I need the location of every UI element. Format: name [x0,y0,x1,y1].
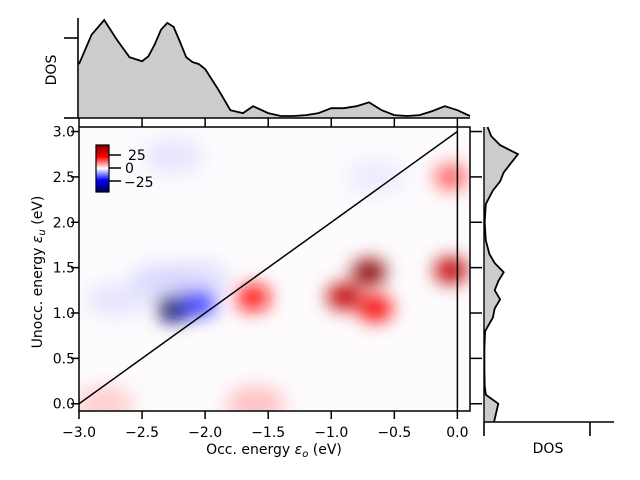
top-dos-line [78,18,471,117]
heatmap-blob [352,259,387,286]
y-tick-label: 0.0 [53,397,75,413]
y-tick-label: 3.0 [53,125,75,141]
heatmap-blob [225,385,286,411]
colorbar-gradient [95,144,110,193]
top-dos-ylabel: DOS [44,55,60,86]
colorbar-label-neg25: −25 [124,175,154,191]
x-tick-label: 0.0 [446,425,468,441]
main-heatmap-panel: −3.0 −2.5 −2.0 −1.5 −1.0 −0.5 0.0 0.0 0.5 1.0 1.5… [30,118,482,460]
colorbar: 25 0 −25 [95,144,154,193]
y-tick-label: 1.5 [53,261,75,277]
right-dos-xlabel: DOS [533,441,564,457]
x-tick-label: −0.5 [377,425,411,441]
heatmap-blob [358,295,393,322]
y-tick-label: 2.0 [53,215,75,231]
y-tick-label: 0.5 [53,351,75,367]
y-tick-label: 2.5 [53,170,75,186]
heatmap-blob [236,284,271,311]
top-dos-fill [79,20,470,118]
right-dos-panel: DOS [483,126,614,457]
diagonal-line [79,130,458,405]
heatmap-blob [168,260,229,297]
heatmap-frame [78,126,471,412]
right-dos-fill [484,127,518,422]
colorbar-label-25: 25 [128,148,146,164]
x-tick-label: −1.5 [251,425,285,441]
heatmap-blob [345,158,406,195]
x-tick-label: −3.0 [62,425,96,441]
y-axis: 0.0 0.5 1.0 1.5 2.0 2.5 3.0 [53,125,482,413]
heatmap-blobs [79,138,469,411]
heatmap-blob [86,281,147,318]
heatmap-blob [434,163,469,190]
y-tick-label: 1.0 [53,306,75,322]
x-axis: −3.0 −2.5 −2.0 −1.5 −1.0 −0.5 0.0 [62,118,469,441]
heatmap-blob [79,385,135,411]
y-axis-label: Unocc. energy εu (eV) [30,196,48,349]
top-dos-panel: DOS [44,18,471,119]
heatmap-background [79,127,470,411]
heatmap-blob [434,257,469,284]
x-tick-label: −2.0 [188,425,222,441]
x-tick-label: −2.5 [125,425,159,441]
x-tick-label: −1.0 [314,425,348,441]
x-axis-label: Occ. energy εo (eV) [206,442,342,460]
colorbar-label-0: 0 [125,161,134,177]
heatmap-blob [326,283,361,310]
heatmap-blob [143,138,204,175]
